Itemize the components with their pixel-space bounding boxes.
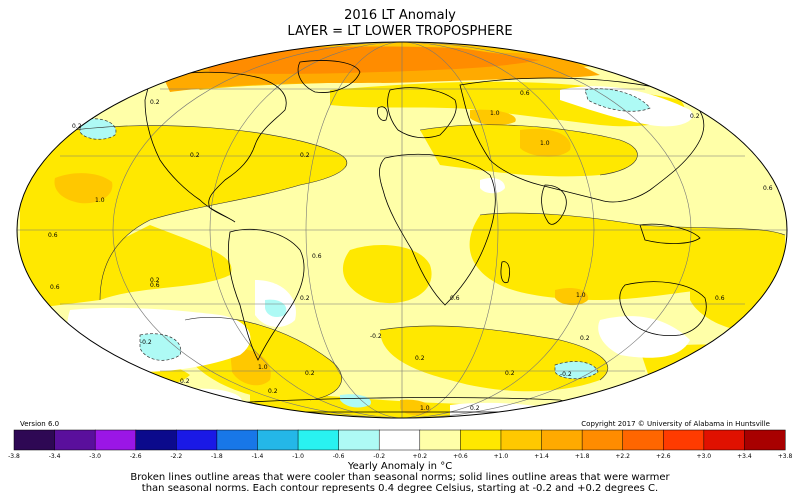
colorbar-box [216,429,259,451]
colorbar-box [297,429,340,451]
colorbar-box [94,429,137,451]
colorbar-boxes [13,429,786,451]
map-subtitle: LAYER = LT LOWER TROPOSPHERE [287,24,513,39]
colorbar-box [135,429,177,451]
contour-label: 0.6 [520,90,530,97]
contour-label: 0.6 [50,284,60,291]
contour-label: 1.0 [576,292,586,299]
contour-label: 1.0 [540,140,550,147]
colorbar-tick-label: +2.6 [656,453,671,460]
colorbar-tick-label: -0.6 [333,453,345,460]
colorbar-tick-label: +0.6 [453,453,468,460]
contour-label: 1.0 [258,364,268,371]
contour-label: -0.2 [560,371,572,378]
colorbar-tick-label: -1.0 [292,453,304,460]
contour-label: 0.6 [150,282,160,289]
colorbar-tick-label: +1.4 [534,453,549,460]
colorbar-box [703,429,745,451]
contour-label: 0.2 [505,370,515,377]
colorbar-tick-label: -1.8 [211,453,223,460]
contour-label: 0.6 [48,232,58,239]
contour-label: 0.2 [305,370,315,377]
anomaly-band-18 [200,46,540,74]
cool-contours [79,88,651,380]
colorbar-box [419,429,461,451]
colorbar-box [176,429,218,451]
contour-label: 1.0 [420,405,430,412]
colorbar-box [541,429,583,451]
contour-label: 0.6 [450,295,460,302]
colorbar-box [622,429,664,451]
contour-label: 0.2 [150,277,160,284]
contour-label: 0.2 [580,335,590,342]
anomaly-map: 0.20.20.2 0.20.20.20.20.20.20.20.20.20.20… [16,41,788,419]
colorbar-box [54,429,96,451]
contour-label: 0.2 [268,388,278,395]
colorbar-tick-label: -3.8 [8,453,20,460]
contour-label: 0.2 [415,355,425,362]
map-title: 2016 LT Anomaly [344,8,456,23]
contour-label: 0.2 [72,123,82,130]
contour-label: 0.6 [763,185,773,192]
colorbar-tick-label: -2.6 [130,453,142,460]
coastlines [144,60,747,413]
colorbar-tick-label: -0.2 [373,453,385,460]
contour-label: 0.2 [470,405,480,412]
colorbar-tick-label: +0.2 [413,453,428,460]
colorbar-title: Yearly Anomaly in °C [347,461,453,472]
colorbar-box [338,429,380,451]
colorbar-box [13,429,56,451]
colorbar-tick-label: +2.2 [615,453,630,460]
anomaly-band-neg02 [80,88,650,408]
note-line-1: Broken lines outline areas that were coo… [130,472,670,483]
colorbar-tick-label: +3.0 [697,453,712,460]
contour-label: 0.6 [312,253,322,260]
colorbar-tick-label: -3.0 [89,453,101,460]
colorbar-tick-label: +3.8 [778,453,793,460]
note-line-2: than seasonal norms. Each contour repres… [141,483,659,494]
colorbar-tick-label: +1.8 [575,453,590,460]
graticule [17,42,787,418]
version-label: Version 6.0 [20,420,60,428]
colorbar-box [744,429,786,451]
contour-label: 0.2 [190,152,200,159]
contour-label: -0.2 [370,333,382,340]
contour-label: 0.2 [150,99,160,106]
colorbar-tick-labels: -3.8 -3.4 -3.0 -2.6 -2.2 -1.8 -1.4 -1.0 -0.6 -0.2… [8,453,792,460]
colorbar-box [378,429,421,451]
colorbar-tick-label: +3.4 [737,453,752,460]
contour-label: 1.0 [490,110,500,117]
colorbar-box [257,429,299,451]
contour-label: 0.2 [300,152,310,159]
colorbar-tick-label: -2.2 [170,453,182,460]
colorbar-box [500,429,543,451]
copyright-label: Copyright 2017 © University of Alabama i… [581,420,770,428]
colorbar-box [460,429,502,451]
colorbar-box [581,429,624,451]
colorbar-tick-label: +1.0 [494,453,509,460]
contour-label: 0.2 [180,378,190,385]
colorbar-tick-label: -1.4 [252,453,264,460]
colorbar-box [663,429,705,451]
map-frame [16,41,788,419]
colorbar: -3.8 -3.4 -3.0 -2.6 -2.2 -1.8 -1.4 -1.0 -0.6 -0.2… [8,429,792,460]
contour-label: -0.2 [140,339,152,346]
contour-label: 0.2 [690,113,700,120]
contour-label: 0.6 [715,295,725,302]
contour-labels: 0.20.20.2 0.20.20.20.20.20.20.20.20.20.20… [48,90,773,412]
contour-label: 1.0 [95,197,105,204]
colorbar-tick-label: -3.4 [49,453,61,460]
contour-label: 0.2 [300,295,310,302]
